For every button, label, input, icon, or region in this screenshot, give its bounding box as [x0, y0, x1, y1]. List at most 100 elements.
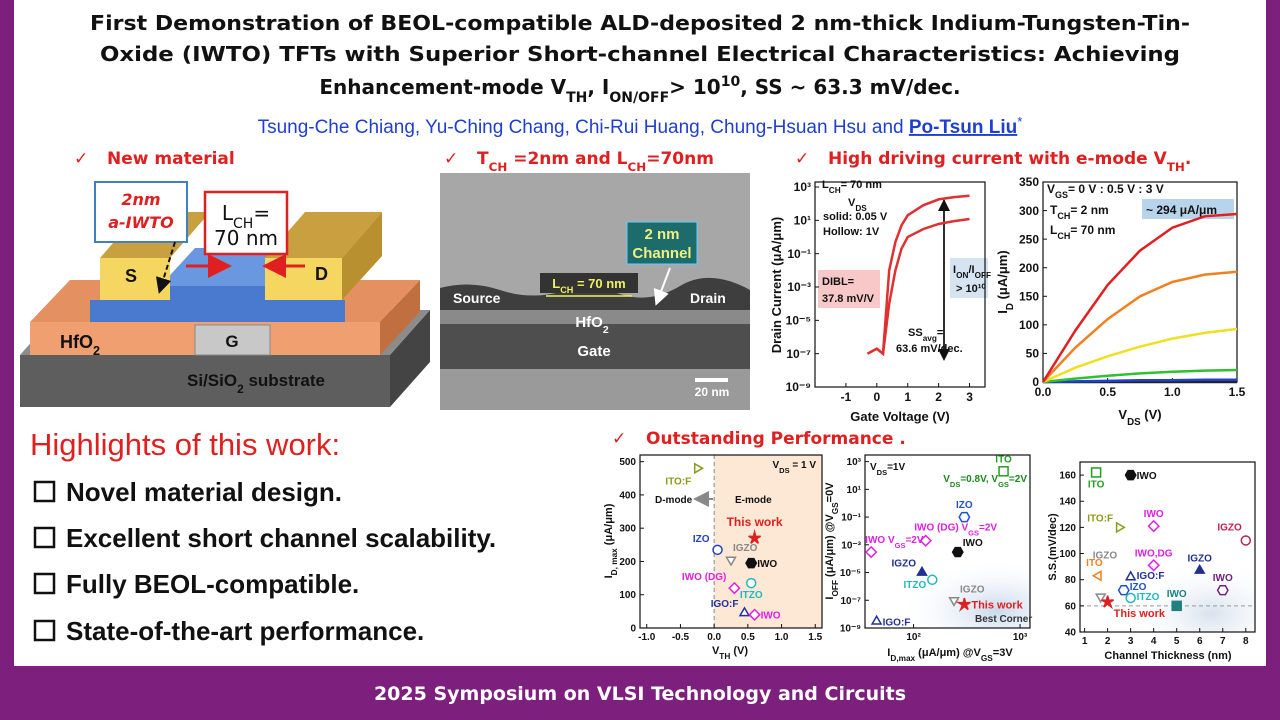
x-tick-label: 1.5 [1229, 385, 1246, 399]
y-axis-label: ID (μA/μm) [995, 250, 1016, 313]
text-part: =2V [1009, 474, 1027, 485]
y-axis-label: Drain Current (μA/μm) [769, 217, 784, 354]
text-part: (μA/μm) @V [915, 647, 981, 659]
text-part: V [712, 645, 720, 657]
annotation: DIBL= [822, 276, 854, 288]
text-part: . [1185, 149, 1191, 169]
x-tick-label: 8 [1243, 636, 1249, 647]
plot-frame [1079, 461, 1256, 633]
point [916, 565, 928, 576]
point-label: IWO [1213, 573, 1233, 584]
text-part: DS [950, 480, 960, 489]
y-tick-label: 40 [1065, 628, 1077, 639]
point-label: IWO [757, 559, 777, 570]
point-label: IWO VGS=2V [865, 535, 924, 550]
point-label: IWO [1144, 509, 1164, 520]
annotation-box [818, 270, 880, 308]
y-tick-label: 10⁻⁹ [786, 380, 811, 394]
point [1115, 521, 1126, 534]
text-part: GS [895, 541, 906, 550]
footer: 2025 Symposium on VLSI Technology and Ci… [374, 683, 906, 705]
text-part: ON/OFF [609, 90, 669, 106]
text-part: HfO [575, 314, 603, 331]
point-label: IGZO [1217, 522, 1242, 533]
annotation: LCH= 70 nm [822, 179, 882, 195]
point-label: ITO [995, 454, 1012, 465]
annotation-box [950, 258, 988, 298]
tem-label: HfO2 [575, 314, 609, 336]
text-part: DS [877, 468, 887, 477]
text-part: D, max [610, 548, 619, 575]
text-part: CH [560, 285, 573, 295]
text-part: CH [829, 186, 841, 195]
text-part: SS [908, 327, 923, 339]
highlight-item: Novel material design. [66, 477, 342, 507]
text-part: =2V [979, 523, 997, 534]
tem-label: Drain [690, 290, 726, 306]
tem-image [440, 173, 750, 410]
text-part: GS [998, 480, 1009, 489]
text-part: D [1005, 303, 1016, 310]
text-part: OFF [975, 271, 992, 280]
point [998, 466, 1009, 477]
text-part: V [870, 462, 877, 473]
text-part: CH [233, 216, 253, 232]
section-heading: High driving current with e-mode VTH. [828, 149, 1191, 174]
x-tick-label: 2 [1105, 636, 1111, 647]
point [1194, 563, 1206, 574]
text-part: I [953, 264, 956, 276]
text-part: (μA/μm) [603, 503, 615, 548]
text-part: V [848, 197, 856, 209]
y-tick-label: 10¹ [794, 214, 811, 228]
x-tick-label: 3 [1128, 636, 1134, 647]
point [745, 577, 757, 589]
text-part: > 10 [669, 75, 721, 99]
y-tick-label: 10⁻³ [841, 540, 861, 551]
point [864, 545, 878, 559]
highlight-item: State-of-the-art performance. [66, 616, 424, 646]
y-tick-label: 10¹ [847, 485, 862, 496]
point [919, 534, 932, 547]
text-part: = 70 nm [841, 179, 882, 191]
series-line [866, 194, 970, 357]
point-label: ITO:F [1087, 513, 1113, 524]
check: ✓ [444, 149, 458, 169]
text-part: T [1050, 203, 1058, 217]
point [948, 596, 960, 607]
series-line [1042, 378, 1237, 384]
highlight-item: Excellent short channel scalability. [66, 523, 496, 553]
text-part: 10 [721, 74, 741, 90]
title-line: First Demonstration of BEOL-compatible A… [90, 11, 1190, 35]
text-part: =2V [905, 535, 923, 546]
y-tick-label: 100 [1019, 318, 1039, 332]
tem-label: 20 nm [695, 385, 730, 399]
point-label: This work [1114, 608, 1166, 620]
x-axis-label: VTH (V) [712, 645, 748, 661]
text-part: CH [628, 160, 647, 174]
x-tick-label: 7 [1220, 636, 1226, 647]
text-part: V [773, 460, 780, 471]
text-part: TH [719, 652, 730, 661]
point-label: IGO:F [1137, 571, 1165, 582]
point-label: This work [727, 515, 783, 529]
text-part: High driving current with e-mode V [828, 149, 1168, 169]
point-label: This work [971, 599, 1023, 611]
text-part: OFF [831, 580, 840, 597]
text-part: , SS ~ 63.3 mV/dec. [740, 75, 960, 99]
point-label: IWO (DG) [682, 572, 726, 583]
y-tick-label: 10⁻³ [787, 280, 811, 294]
text-part: TH [566, 90, 587, 106]
point-label: IZO [956, 500, 973, 511]
y-axis-label: IOFF (μA/μm) @VGS=0V [824, 482, 840, 600]
point [951, 546, 964, 558]
text-part: D,max [890, 654, 915, 663]
point [693, 462, 705, 475]
y-tick-label: 150 [1019, 289, 1039, 303]
point-label: IGO:F [883, 617, 911, 628]
annotation: TCH= 2 nm [1050, 203, 1109, 221]
point-label: IGZO [733, 543, 758, 554]
text-part: HfO [60, 332, 93, 352]
tem-label: Channel [632, 245, 691, 262]
y-tick-label: 160 [1059, 471, 1076, 482]
text-part: DS [1127, 417, 1141, 428]
